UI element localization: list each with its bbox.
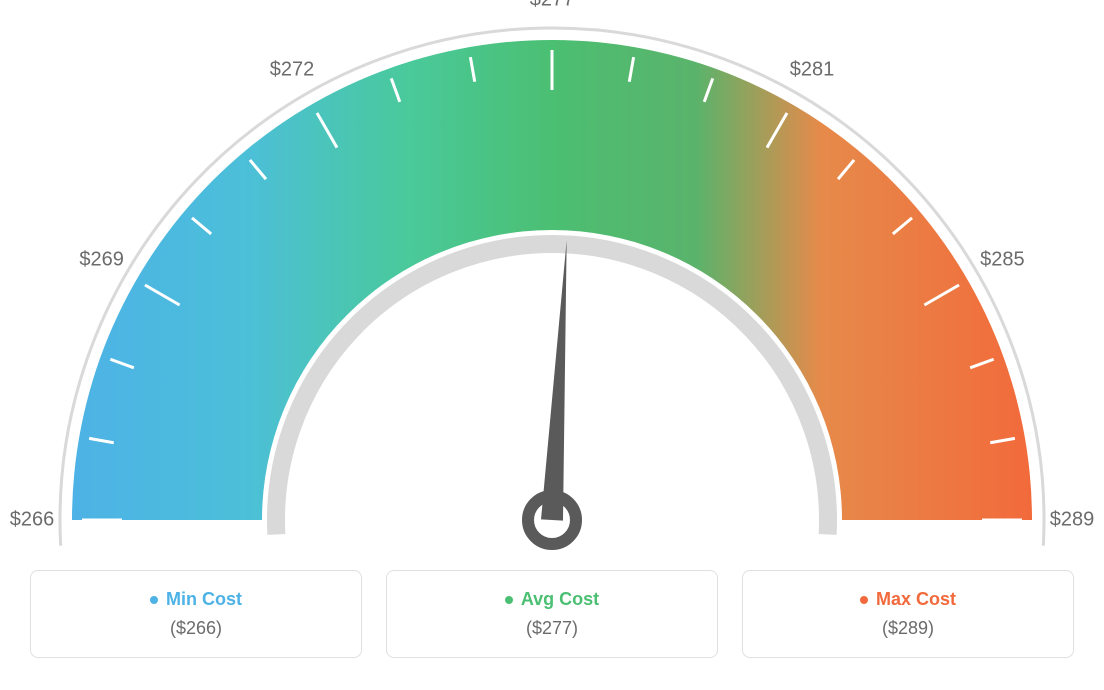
legend-avg-title: Avg Cost xyxy=(505,589,599,610)
legend-min-title: Min Cost xyxy=(150,589,242,610)
gauge-tick-label: $277 xyxy=(530,0,575,12)
dot-icon xyxy=(860,596,868,604)
gauge-tick-label: $266 xyxy=(10,509,55,532)
dot-icon xyxy=(505,596,513,604)
legend-max-value: ($289) xyxy=(743,618,1073,639)
legend-min-value: ($266) xyxy=(31,618,361,639)
legend-avg: Avg Cost ($277) xyxy=(386,570,718,658)
gauge-svg xyxy=(0,0,1104,560)
gauge-tick-label: $289 xyxy=(1050,509,1095,532)
legend-min-label: Min Cost xyxy=(166,589,242,610)
gauge-tick-label: $285 xyxy=(980,249,1025,272)
gauge-tick-label: $272 xyxy=(270,58,315,81)
legend-min: Min Cost ($266) xyxy=(30,570,362,658)
gauge-tick-label: $281 xyxy=(790,58,835,81)
legend-row: Min Cost ($266) Avg Cost ($277) Max Cost… xyxy=(0,570,1104,658)
legend-avg-label: Avg Cost xyxy=(521,589,599,610)
legend-max-title: Max Cost xyxy=(860,589,956,610)
legend-max: Max Cost ($289) xyxy=(742,570,1074,658)
legend-max-label: Max Cost xyxy=(876,589,956,610)
legend-avg-value: ($277) xyxy=(387,618,717,639)
dot-icon xyxy=(150,596,158,604)
gauge-tick-label: $269 xyxy=(79,249,124,272)
gauge-chart: $266 $269 $272 $277 $281 $285 $289 xyxy=(0,0,1104,560)
